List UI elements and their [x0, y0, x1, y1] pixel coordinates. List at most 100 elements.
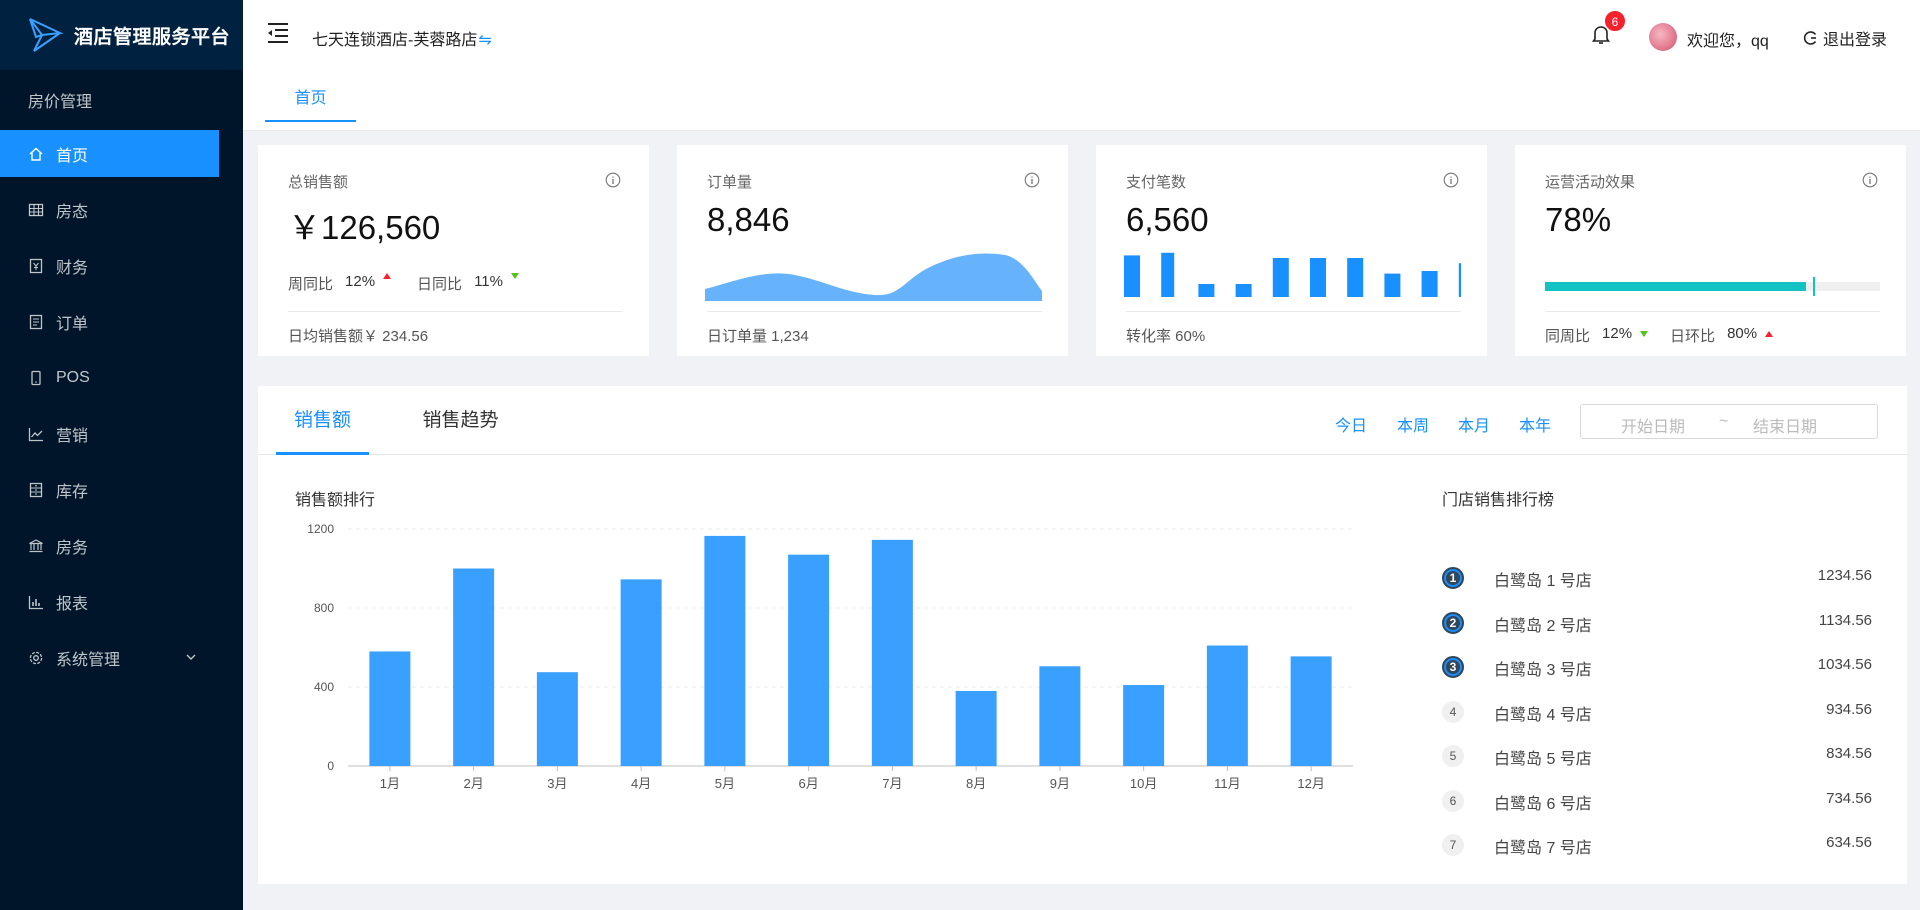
wow-value: 12%	[345, 273, 376, 290]
range-week[interactable]: 本周	[1397, 418, 1430, 435]
payment-bar	[1161, 252, 1175, 297]
x-tick-label: 2月	[464, 776, 484, 791]
chart-title: 销售额排行	[295, 492, 376, 509]
campaign-progress-fill	[1545, 282, 1807, 291]
payment-bar	[1198, 284, 1215, 297]
sidebar-item-home[interactable]: 首页	[0, 130, 219, 177]
sidebar-item-label: 库存	[56, 483, 89, 501]
date-separator: ~	[1719, 413, 1729, 430]
sidebar-item-label: 房态	[56, 203, 89, 221]
sales-panel: 销售额 销售趋势 今日 本周 本月 本年 开始日期 ~ 结束日期 销售额排行 0…	[258, 386, 1907, 884]
range-year[interactable]: 本年	[1519, 418, 1552, 435]
card-title: 支付笔数	[1126, 174, 1187, 191]
store-sales: 1134.56	[1818, 611, 1872, 629]
rank-number: 1	[1442, 567, 1464, 589]
tab-home[interactable]: 首页	[265, 71, 356, 122]
order-icon	[28, 314, 44, 330]
info-icon[interactable]	[1024, 172, 1040, 188]
top-header: 七天连锁酒店-芙蓉路店⇋ 6 欢迎您，qq 退出登录	[243, 0, 1920, 72]
x-tick-label: 7月	[882, 776, 902, 791]
wow-label: 同周比	[1545, 328, 1591, 345]
sidebar-item-label: 首页	[56, 147, 89, 165]
x-tick-label: 3月	[547, 776, 567, 791]
store-name: 白鹭岛 3 号店	[1494, 662, 1592, 679]
sidebar-item-room-status[interactable]: 房态	[0, 186, 243, 233]
sales-bar-chart: 0 400 800 1200 1月 2月 3月 4月 5月 6月 7月 8月 9月 10月 11月 12月	[307, 522, 1353, 791]
home-icon	[28, 146, 44, 162]
payment-bar	[1458, 263, 1461, 297]
info-icon[interactable]	[1443, 172, 1459, 188]
ranking-row: 5 白鹭岛 5 号店 834.56	[1442, 745, 1872, 769]
range-month[interactable]: 本月	[1458, 418, 1491, 435]
sidebar-item-inventory[interactable]: 库存	[0, 466, 243, 513]
sidebar-item-label: 订单	[56, 315, 89, 333]
menu-section-label[interactable]: 房价管理	[28, 94, 93, 111]
campaign-progress-track	[1545, 277, 1880, 296]
hotel-switcher[interactable]: 七天连锁酒店-芙蓉路店⇋	[312, 26, 492, 50]
sidebar-item-system[interactable]: 系统管理	[0, 634, 243, 681]
rank-number: 6	[1442, 789, 1464, 812]
notification-badge: 6	[1604, 10, 1626, 32]
info-icon[interactable]	[1862, 172, 1878, 188]
mobile-icon	[28, 370, 44, 386]
bar	[955, 690, 997, 766]
logout-icon	[1803, 31, 1817, 45]
sidebar-item-pos[interactable]: POS	[0, 354, 243, 401]
payment-bar	[1124, 255, 1140, 297]
payment-bar	[1310, 258, 1326, 297]
x-tick-label: 4月	[631, 776, 651, 791]
range-today[interactable]: 今日	[1335, 418, 1368, 435]
logout-button[interactable]: 退出登录	[1803, 26, 1887, 50]
sidebar-item-label: POS	[56, 368, 90, 386]
end-date-input[interactable]: 结束日期	[1753, 419, 1818, 436]
sidebar-item-finance[interactable]: 财务	[0, 242, 243, 289]
sidebar-item-reports[interactable]: 报表	[0, 578, 243, 625]
tab-sales[interactable]: 销售额	[276, 386, 369, 455]
tab-sales-trend[interactable]: 销售趋势	[422, 410, 499, 431]
store-sales: 934.56	[1826, 700, 1872, 718]
store-name: 白鹭岛 1 号店	[1494, 573, 1592, 590]
campaign-footer: 同周比 12% 日环比 80%	[1545, 311, 1880, 346]
start-date-input[interactable]: 开始日期	[1621, 419, 1686, 436]
x-tick-label: 10月	[1130, 776, 1157, 791]
card-orders: 订单量 8,846 日订单量 1,234	[677, 145, 1068, 356]
card-total-sales: 总销售额 ￥126,560 周同比 12% 日同比 11% 日均销售额￥ 234…	[258, 145, 649, 356]
app-logo[interactable]: 酒店管理服务平台	[0, 0, 243, 70]
ranking-row: 7 白鹭岛 7 号店 634.56	[1442, 834, 1872, 858]
store-name: 白鹭岛 4 号店	[1494, 706, 1592, 724]
card-footer: 转化率 60%	[1126, 311, 1461, 346]
bar	[788, 554, 830, 766]
ranking-row: 6 白鹭岛 6 号店 734.56	[1442, 789, 1872, 814]
sidebar-item-orders[interactable]: 订单	[0, 298, 243, 345]
ranking-title: 门店销售排行榜	[1442, 492, 1555, 509]
store-sales: 834.56	[1826, 745, 1872, 762]
payments-mini-bar-chart	[1124, 252, 1461, 297]
sidebar-item-marketing[interactable]: 营销	[0, 410, 243, 457]
sidebar-item-label: 营销	[56, 427, 89, 445]
grid-icon	[28, 202, 44, 218]
date-range-picker[interactable]: 开始日期 ~ 结束日期	[1580, 404, 1878, 439]
hotel-name: 七天连锁酒店-芙蓉路店	[312, 32, 478, 49]
bar	[1206, 645, 1248, 766]
ranking-row: 4 白鹭岛 4 号店 934.56	[1442, 700, 1872, 725]
gear-icon	[28, 650, 44, 666]
swap-icon[interactable]: ⇋	[478, 32, 492, 49]
card-footer: 日订单量 1,234	[707, 311, 1042, 346]
bell-icon[interactable]	[1591, 24, 1611, 46]
store-sales: 734.56	[1826, 789, 1872, 807]
store-name: 白鹭岛 2 号店	[1494, 617, 1592, 635]
bank-icon	[28, 538, 44, 554]
campaign-target-marker	[1813, 277, 1815, 296]
payment-bar	[1235, 284, 1252, 297]
y-tick-label: 0	[327, 759, 334, 773]
bar	[871, 539, 913, 766]
info-icon[interactable]	[605, 172, 621, 188]
sidebar-item-housekeeping[interactable]: 房务	[0, 522, 243, 569]
finance-icon	[28, 258, 44, 274]
welcome-text[interactable]: 欢迎您，qq	[1687, 33, 1769, 50]
x-tick-label: 1月	[380, 776, 400, 791]
sidebar: 酒店管理服务平台 房价管理 首页 房态 财务 订单 POS 营销 库存 房务 报…	[0, 0, 243, 910]
avatar[interactable]	[1649, 23, 1677, 51]
menu-fold-icon[interactable]	[265, 21, 291, 45]
wow-value: 12%	[1602, 325, 1633, 342]
